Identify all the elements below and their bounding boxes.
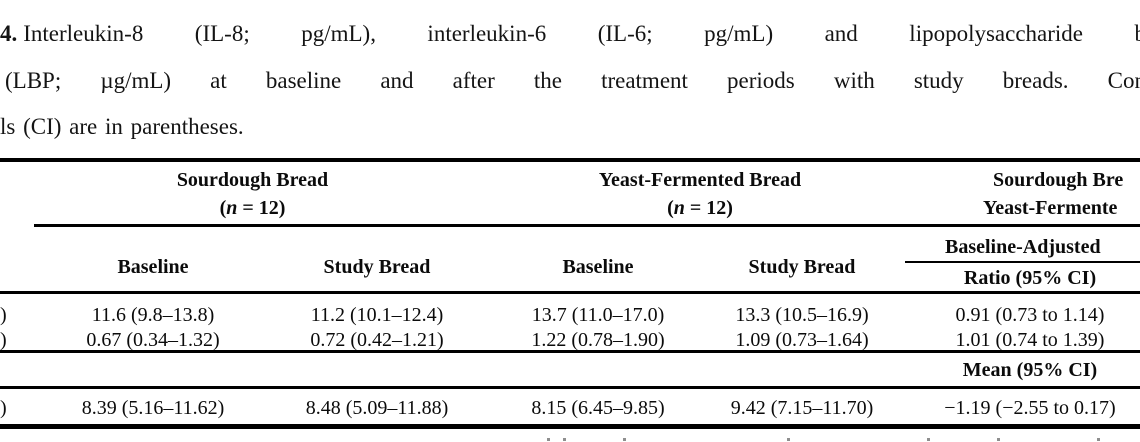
cutoff-text-fragment <box>1097 438 1100 441</box>
table-top-rule <box>0 158 1140 162</box>
table-cell: 13.3 (10.5–16.9) <box>735 304 869 326</box>
table-cell: 8.39 (5.16–11.62) <box>81 397 225 419</box>
caption-line-1-text: Interleukin-8 (IL-8; pg/mL), interleukin… <box>23 21 1140 46</box>
table-cell: 11.2 (10.1–12.4) <box>310 304 444 326</box>
column-header-baseline-yeast: Baseline <box>562 256 634 278</box>
column-header-studybread-yeast: Study Bread <box>748 256 856 278</box>
column-header-ratio-ci: Ratio (95% CI) <box>963 267 1097 289</box>
table-cell: 11.6 (9.8–13.8) <box>91 304 215 326</box>
table-cell: 13.7 (11.0–17.0) <box>531 304 665 326</box>
table-number: 4. <box>0 21 18 46</box>
group-n-sourdough: (n = 12) <box>30 194 475 222</box>
row-label-fragment: ) <box>0 329 7 351</box>
caption-line-3-text: ls (CI) are in parentheses. <box>0 114 244 139</box>
cutoff-text-fragment <box>927 438 930 441</box>
group-header-yeast: Yeast-Fermented Bread <box>598 169 802 191</box>
adjusted-header-rule <box>905 261 1140 263</box>
row-label-fragment: ) <box>0 397 7 419</box>
cutoff-text-fragment <box>547 438 550 441</box>
column-header-baseline-adjusted: Baseline-Adjusted <box>945 236 1101 258</box>
table-cell: 0.91 (0.73 to 1.14) <box>955 304 1105 326</box>
cutoff-text-fragment <box>563 438 566 441</box>
n-open-paren: ( <box>219 197 227 219</box>
caption-line-3: ls (CI) are in parentheses. <box>0 112 900 142</box>
table-cell: 8.48 (5.09–11.88) <box>305 397 449 419</box>
table-bottom-rule <box>0 424 1140 429</box>
table-cell: 9.42 (7.15–11.70) <box>730 397 874 419</box>
n-value: = 12) <box>684 197 733 219</box>
table-cell: −1.19 (−2.55 to 0.17) <box>944 397 1116 419</box>
midrule-above-mean <box>0 350 1140 353</box>
column-header-studybread-sourdough: Study Bread <box>323 256 431 278</box>
group-n-yeast: (n = 12) <box>480 194 920 222</box>
n-symbol: n <box>226 197 238 219</box>
caption-line-2: (LBP; µg/mL) at baseline and after the t… <box>5 66 1140 96</box>
header-bottom-rule <box>0 291 1140 294</box>
table-cell: 1.22 (0.78–1.90) <box>531 329 665 351</box>
group-header-comparison-line2: Yeast-Fermente <box>983 197 1118 219</box>
cutoff-text-fragment <box>623 438 626 441</box>
n-symbol: n <box>673 197 685 219</box>
column-header-baseline-sourdough: Baseline <box>117 256 189 278</box>
caption-line-2-text: (LBP; µg/mL) at baseline and after the t… <box>5 68 1140 93</box>
table-cell: 8.15 (6.45–9.85) <box>531 397 665 419</box>
cutoff-text-fragment <box>787 438 790 441</box>
row-label-fragment: ) <box>0 304 7 326</box>
n-value: = 12) <box>237 197 286 219</box>
cutoff-text-fragment <box>997 438 1000 441</box>
group-header-comparison-line1: Sourdough Bre <box>993 169 1124 191</box>
table-cell: 1.01 (0.74 to 1.39) <box>955 329 1105 351</box>
column-header-mean-ci: Mean (95% CI) <box>962 359 1098 381</box>
table-cell: 1.09 (0.73–1.64) <box>735 329 869 351</box>
group-header-rule <box>34 224 1140 227</box>
group-header-sourdough: Sourdough Bread <box>176 169 329 191</box>
caption-line-1: 4. Interleukin-8 (IL-8; pg/mL), interleuk… <box>0 19 1140 49</box>
midrule-below-mean <box>0 386 1140 389</box>
n-open-paren: ( <box>667 197 674 219</box>
table-cell: 0.72 (0.42–1.21) <box>310 329 444 351</box>
table-cell: 0.67 (0.34–1.32) <box>86 329 220 351</box>
